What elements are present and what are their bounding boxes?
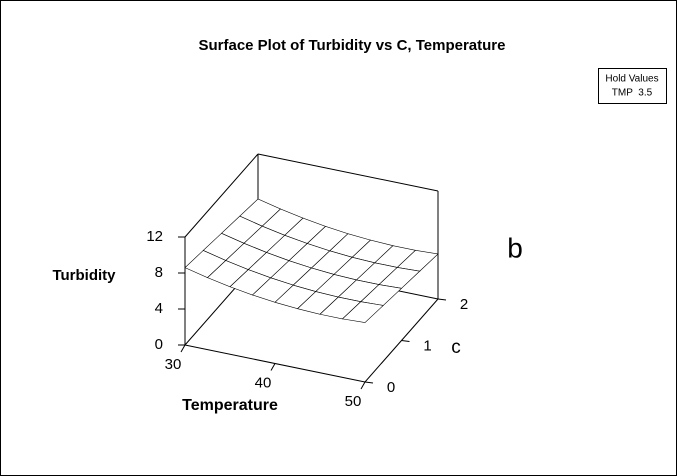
annotation: b <box>507 232 523 263</box>
z-tick-label: 4 <box>155 300 163 317</box>
y-tick-label: 2 <box>460 296 468 313</box>
y-tick <box>401 340 410 342</box>
x-tick-label: 50 <box>345 393 362 410</box>
z-axis-label: Turbidity <box>52 267 116 284</box>
chart-title: Surface Plot of Turbidity vs C, Temperat… <box>198 37 505 54</box>
y-tick <box>364 381 374 384</box>
x-axis-label: Temperature <box>182 397 278 414</box>
box-edge <box>257 153 439 192</box>
x-tick-label: 40 <box>255 374 272 391</box>
y-tick-label: 1 <box>423 337 431 354</box>
hold-values-title: Hold Values <box>605 74 658 85</box>
hold-values-box <box>598 68 667 104</box>
y-tick <box>437 298 447 301</box>
x-tick <box>270 363 276 371</box>
z-tick-label: 0 <box>155 336 163 353</box>
z-tick-label: 12 <box>146 228 163 245</box>
x-tick-label: 30 <box>165 356 182 373</box>
hold-values-text: TMP 3.5 <box>612 88 653 99</box>
surface-cell <box>341 301 384 323</box>
x-tick <box>360 381 366 390</box>
box-edge <box>184 153 259 238</box>
x-tick <box>180 344 186 353</box>
y-tick-label: 0 <box>387 379 395 396</box>
z-tick-label: 8 <box>155 264 163 281</box>
y-axis-label: c <box>451 337 461 358</box>
